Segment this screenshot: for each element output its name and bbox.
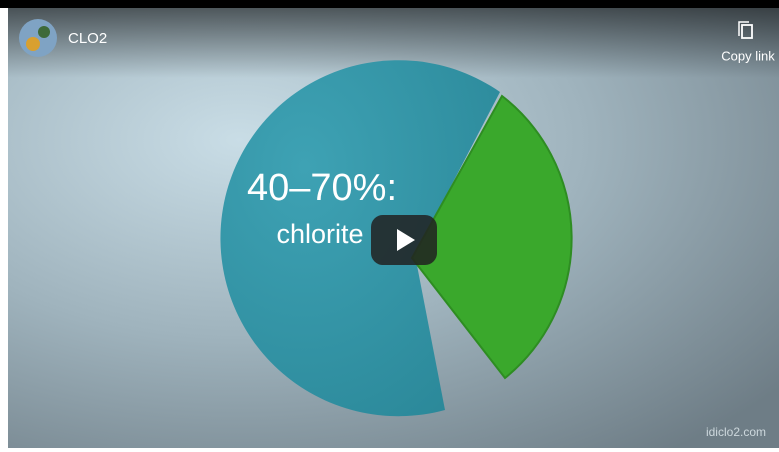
subject: chlorite [276,219,363,249]
copy-icon[interactable] [741,24,753,39]
avatar-detail [38,26,50,38]
avatar[interactable] [19,19,57,57]
play-icon[interactable] [397,229,415,251]
play-button[interactable] [371,215,437,265]
watermark: idiclo2.com [706,425,766,439]
headline: 40–70%: [247,167,397,209]
avatar-detail [26,37,40,51]
pie-slice-large [220,60,501,417]
top-bar [0,0,779,8]
copy-link[interactable]: Copy link [721,21,775,63]
video-title[interactable]: CLO2 [68,30,107,47]
pie-slice-small [410,94,573,380]
channel-avatar[interactable] [19,19,57,57]
copy-link-label[interactable]: Copy link [721,48,775,63]
copy-icon-back [738,21,749,36]
